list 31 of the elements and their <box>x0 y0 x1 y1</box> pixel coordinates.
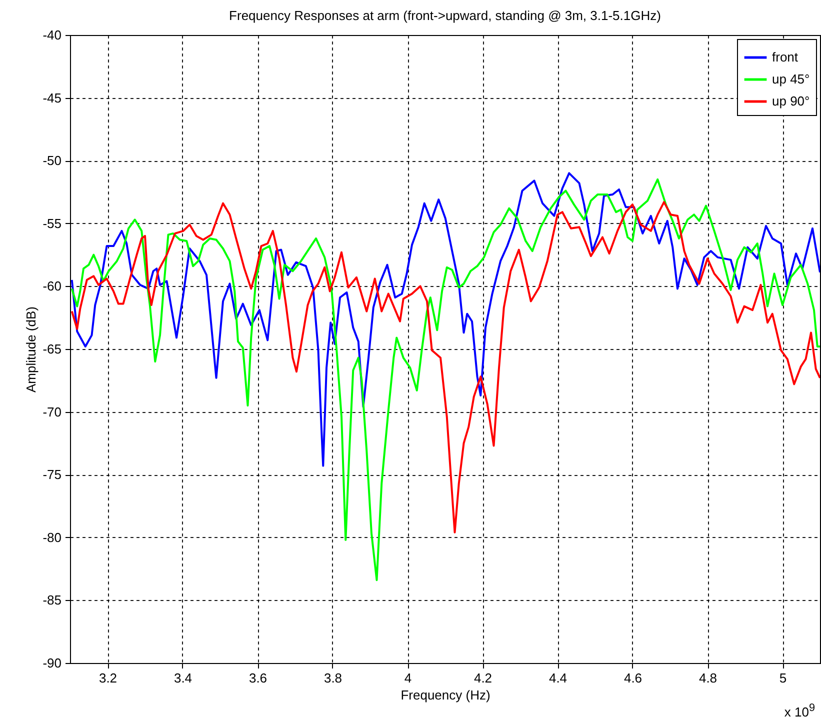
legend-label: up 45° <box>772 72 810 86</box>
chart-title: Frequency Responses at arm (front->upward, standing @ 3m, 3.1-5.1GHz) <box>229 8 661 23</box>
y-tick-label: -65 <box>42 342 62 356</box>
x-axis-title: Frequency (Hz) <box>400 688 490 702</box>
x-tick-label: 3.8 <box>324 670 342 686</box>
x-tick-label: 3.2 <box>98 670 118 686</box>
x-tick-label: 4 <box>404 670 412 686</box>
y-tick-label: -90 <box>42 656 62 670</box>
y-tick-label: -40 <box>42 28 62 42</box>
x-tick-label: 4.6 <box>624 670 642 686</box>
y-tick-label: -80 <box>42 530 62 545</box>
x-tick-label: 4.8 <box>698 670 718 686</box>
line-series <box>70 178 820 582</box>
y-tick-label: -85 <box>42 592 62 608</box>
y-axis-title: Amplitude (dB) <box>24 306 39 392</box>
y-tick-label: -75 <box>42 467 62 482</box>
x-tick-label: 4.4 <box>548 670 568 686</box>
y-tick-label: -45 <box>42 90 62 106</box>
y-tick-label: -60 <box>42 278 62 294</box>
line-series <box>70 172 820 467</box>
line-series <box>70 201 820 534</box>
y-tick-label: -55 <box>42 216 62 231</box>
x-tick-label: 5 <box>779 670 787 686</box>
legend-label: up 90° <box>772 94 810 108</box>
x-tick-label: 3.6 <box>248 670 268 686</box>
x-tick-label: 3.4 <box>174 670 192 686</box>
x-tick-label: 4.2 <box>474 670 492 686</box>
y-tick-label: -50 <box>42 153 62 168</box>
legend-label: front <box>772 50 798 64</box>
axis-multiplier: x 10$^{9}$ <box>784 702 815 719</box>
y-tick-label: -70 <box>42 404 62 420</box>
